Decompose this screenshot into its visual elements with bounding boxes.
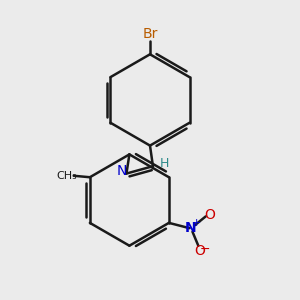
Text: O: O	[204, 208, 215, 222]
Text: N: N	[117, 164, 127, 178]
Text: +: +	[191, 218, 201, 228]
Text: CH₃: CH₃	[56, 171, 77, 181]
Text: O: O	[194, 244, 205, 258]
Text: −: −	[200, 243, 210, 256]
Text: N: N	[185, 221, 197, 235]
Text: Br: Br	[142, 27, 158, 41]
Text: H: H	[159, 157, 169, 170]
